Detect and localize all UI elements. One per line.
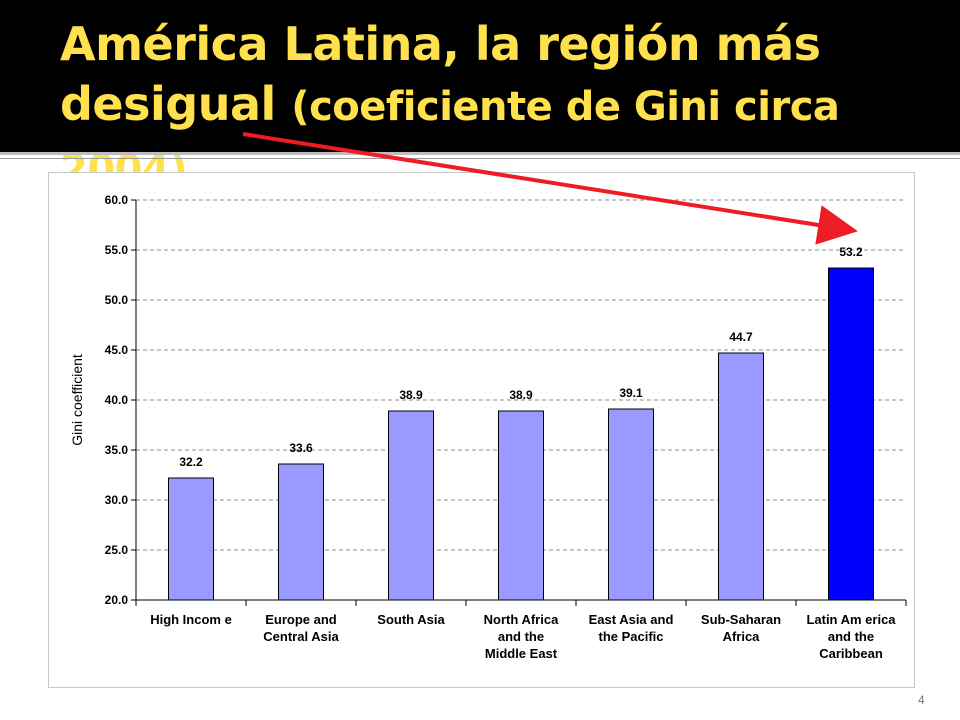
data-label: 38.9 xyxy=(399,388,423,402)
title-divider xyxy=(0,152,960,155)
data-label: 33.6 xyxy=(289,441,313,455)
bar xyxy=(168,477,214,601)
chart-frame: 20.0 25.0 30.0 35.0 40.0 45.0 50.0 55.0 60.0 32.2… xyxy=(48,172,915,688)
axes xyxy=(131,199,907,606)
bar xyxy=(498,410,544,601)
y-tick-label: 25.0 xyxy=(105,543,129,557)
y-tick-label: 45.0 xyxy=(105,343,129,357)
y-tick-label: 30.0 xyxy=(105,493,129,507)
bar xyxy=(388,410,434,601)
y-tick-label: 40.0 xyxy=(105,393,129,407)
data-label: 44.7 xyxy=(729,330,753,344)
y-tick-label: 20.0 xyxy=(105,593,129,607)
category-label: South Asia xyxy=(377,612,445,627)
title-bar: América Latina, la región más desigual (… xyxy=(0,0,960,193)
data-label: 53.2 xyxy=(839,245,863,259)
bar-chart: 20.0 25.0 30.0 35.0 40.0 45.0 50.0 55.0 60.0 32.2… xyxy=(69,193,907,661)
bar xyxy=(718,352,764,601)
data-label: 38.9 xyxy=(509,388,533,402)
category-label: East Asia and the Pacific xyxy=(589,612,674,644)
slide-title-main: América Latina, la región más desigual xyxy=(60,17,821,131)
bar xyxy=(608,408,654,601)
bars xyxy=(168,267,874,601)
page-number: 4 xyxy=(918,693,925,707)
y-tick-label: 60.0 xyxy=(105,193,129,207)
y-tick-label: 35.0 xyxy=(105,443,129,457)
category-label: Latin Am erica and the Caribbean xyxy=(806,612,896,661)
y-tick-label: 50.0 xyxy=(105,293,129,307)
y-axis-title: Gini coefficient xyxy=(69,354,85,446)
y-tick-label: 55.0 xyxy=(105,243,129,257)
data-label: 39.1 xyxy=(619,386,643,400)
data-label: 32.2 xyxy=(179,455,203,469)
category-label: High Incom e xyxy=(150,612,232,627)
bar xyxy=(278,463,324,601)
labels: 20.0 25.0 30.0 35.0 40.0 45.0 50.0 55.0 60.0 32.2… xyxy=(69,193,896,661)
bar xyxy=(828,267,874,601)
category-label: Europe and Central Asia xyxy=(263,612,339,644)
category-label: Sub-Saharan Africa xyxy=(701,612,781,644)
title-divider-thin xyxy=(0,158,960,159)
category-label: North Africa and the Middle East xyxy=(484,612,559,661)
